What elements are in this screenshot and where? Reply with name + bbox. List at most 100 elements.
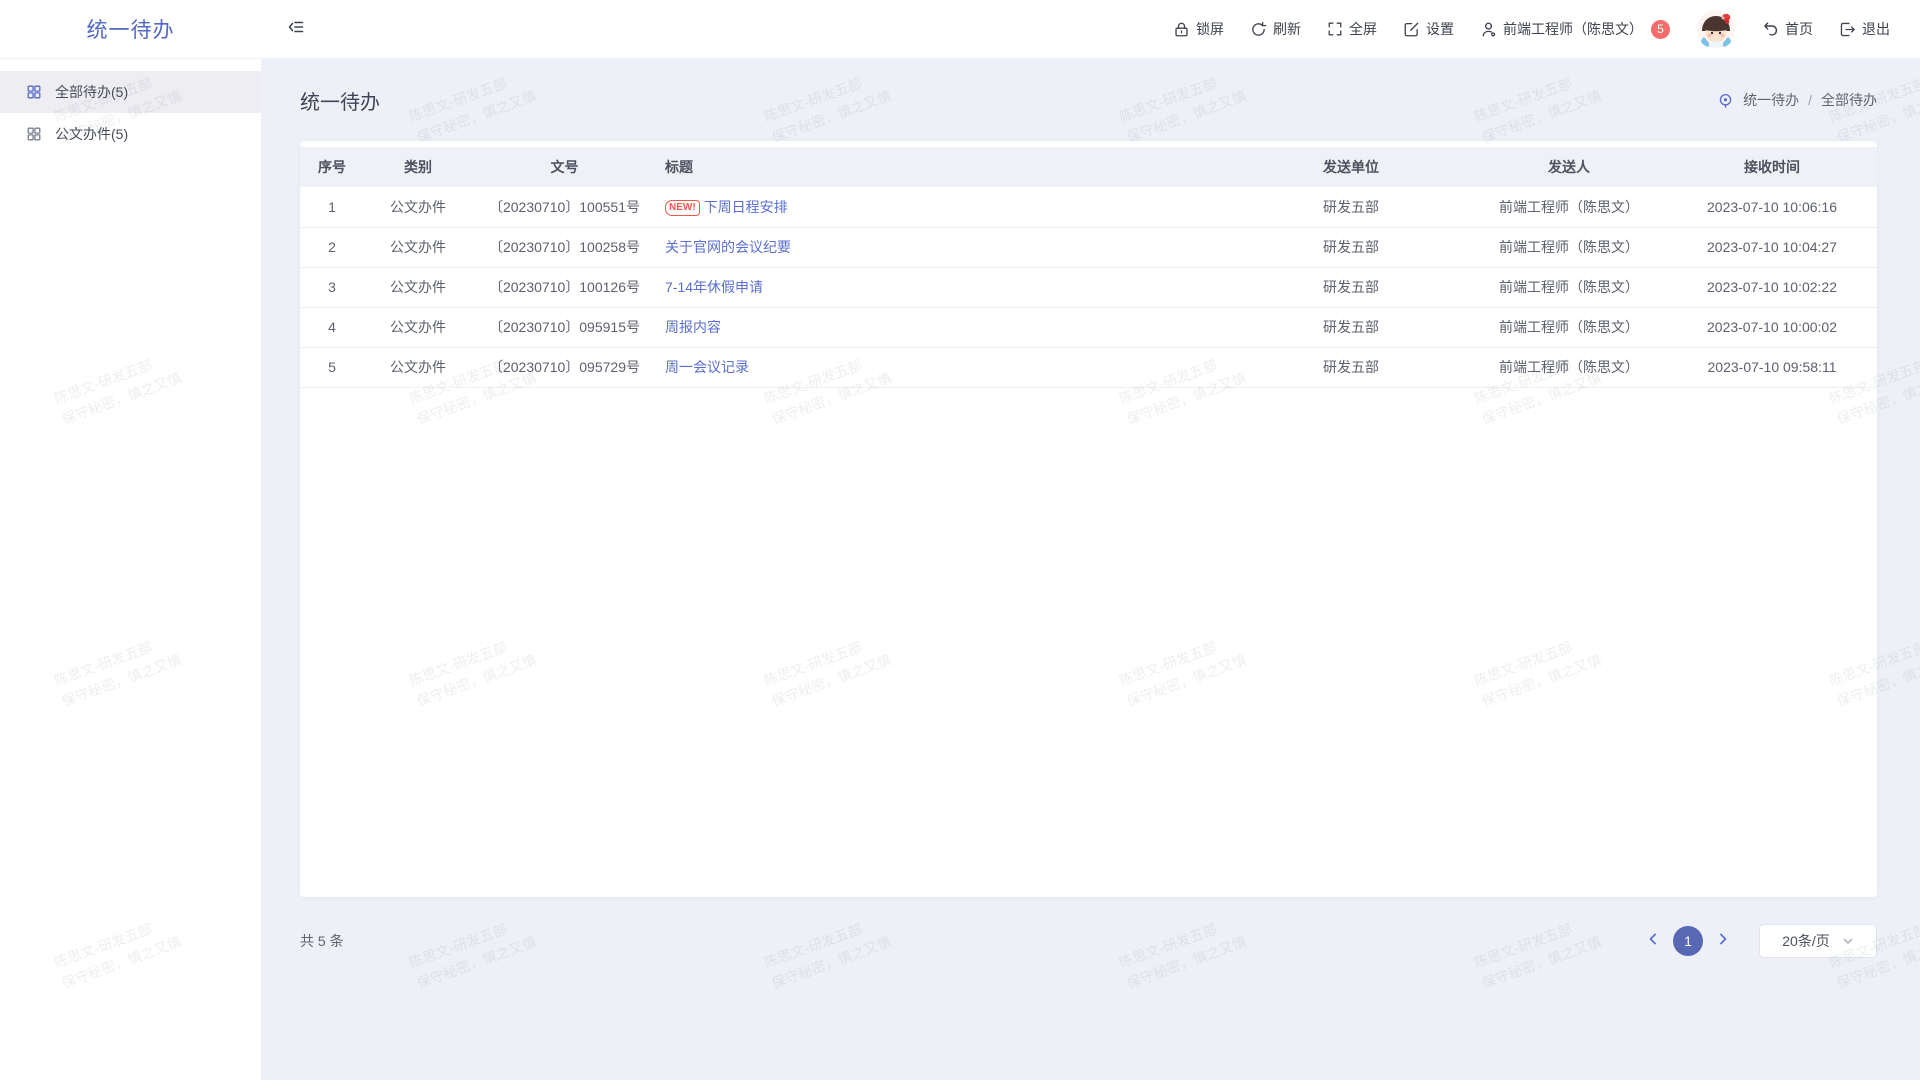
cell-category: 公文办件 bbox=[364, 347, 472, 388]
table-row: 4 公文办件 〔20230710〕095915号 周报内容 研发五部 前端工程师… bbox=[300, 307, 1877, 348]
breadcrumb-separator: / bbox=[1808, 92, 1812, 108]
todo-title-link[interactable]: 下周日程安排 bbox=[703, 198, 788, 215]
home-button[interactable]: 首页 bbox=[1762, 19, 1813, 39]
todo-title-link[interactable]: 周一会议记录 bbox=[665, 359, 749, 375]
lock-screen-button[interactable]: 锁屏 bbox=[1173, 19, 1224, 39]
cell-no: 3 bbox=[300, 267, 364, 308]
sidebar-item-all-todo[interactable]: 全部待办(5) bbox=[0, 71, 261, 113]
cell-time: 2023-07-10 10:00:02 bbox=[1667, 307, 1877, 348]
fullscreen-icon bbox=[1327, 21, 1343, 37]
cell-unit: 研发五部 bbox=[1231, 227, 1471, 268]
cell-unit: 研发五部 bbox=[1231, 187, 1471, 228]
cell-sender: 前端工程师（陈思文） bbox=[1471, 227, 1667, 268]
cell-title: 周报内容 bbox=[657, 307, 1231, 348]
app-logo: 统一待办 bbox=[86, 19, 175, 42]
todo-title-link[interactable]: 周报内容 bbox=[665, 319, 721, 335]
user-avatar[interactable] bbox=[1696, 9, 1736, 49]
table-row: 5 公文办件 〔20230710〕095729号 周一会议记录 研发五部 前端工… bbox=[300, 347, 1877, 388]
cell-title: NEW! 下周日程安排 bbox=[657, 187, 1231, 228]
page-size-value: 20条/页 bbox=[1782, 933, 1830, 949]
table-row: 2 公文办件 〔20230710〕100258号 关于官网的会议纪要 研发五部 … bbox=[300, 227, 1877, 268]
chevron-left-icon bbox=[1646, 932, 1660, 951]
table-header-row: 序号 类别 文号 标题 发送单位 发送人 接收时间 bbox=[300, 147, 1877, 187]
cell-doc-no: 〔20230710〕100258号 bbox=[472, 227, 657, 268]
pagination-bar: 共 5 条 1 20条/页 bbox=[300, 924, 1877, 958]
todo-title-link[interactable]: 关于官网的会议纪要 bbox=[665, 239, 791, 255]
prev-page-button[interactable] bbox=[1639, 927, 1667, 955]
col-header-category: 类别 bbox=[364, 147, 472, 187]
cell-no: 1 bbox=[300, 187, 364, 228]
page-title: 统一待办 bbox=[300, 91, 380, 114]
cell-category: 公文办件 bbox=[364, 267, 472, 308]
col-header-time: 接收时间 bbox=[1667, 147, 1877, 187]
col-header-unit: 发送单位 bbox=[1231, 147, 1471, 187]
col-header-no: 序号 bbox=[300, 147, 364, 187]
page-head: 统一待办 统一待办 / 全部待办 bbox=[300, 59, 1877, 141]
cell-sender: 前端工程师（陈思文） bbox=[1471, 187, 1667, 228]
settings-label: 设置 bbox=[1426, 21, 1454, 37]
back-home-icon bbox=[1762, 21, 1779, 38]
todo-count-badge[interactable]: 5 bbox=[1651, 19, 1670, 39]
cell-title: 周一会议记录 bbox=[657, 347, 1231, 388]
table-row: 3 公文办件 〔20230710〕100126号 7-14年休假申请 研发五部 … bbox=[300, 267, 1877, 308]
cell-doc-no: 〔20230710〕095915号 bbox=[472, 307, 657, 348]
sidebar: 全部待办(5) 公文办件(5) bbox=[0, 59, 261, 1080]
sidebar-item-label: 全部待办(5) bbox=[55, 84, 129, 100]
chevron-right-icon bbox=[1716, 932, 1730, 951]
pager-controls: 1 20条/页 bbox=[1639, 924, 1877, 958]
next-page-button[interactable] bbox=[1709, 927, 1737, 955]
logout-label: 退出 bbox=[1862, 21, 1890, 37]
cell-category: 公文办件 bbox=[364, 227, 472, 268]
menu-fold-icon bbox=[287, 18, 305, 41]
cell-no: 4 bbox=[300, 307, 364, 348]
fullscreen-label: 全屏 bbox=[1349, 21, 1377, 37]
sidebar-item-official-doc[interactable]: 公文办件(5) bbox=[0, 113, 261, 155]
lock-screen-label: 锁屏 bbox=[1196, 21, 1224, 37]
breadcrumb: 统一待办 / 全部待办 bbox=[1717, 90, 1877, 110]
settings-button[interactable]: 设置 bbox=[1403, 19, 1454, 39]
todo-title-link[interactable]: 7-14年休假申请 bbox=[665, 279, 764, 295]
sidebar-item-label: 公文办件(5) bbox=[55, 126, 129, 142]
cell-time: 2023-07-10 10:06:16 bbox=[1667, 187, 1877, 228]
current-page-button[interactable]: 1 bbox=[1673, 926, 1703, 956]
col-header-doc-no: 文号 bbox=[472, 147, 657, 187]
cell-no: 5 bbox=[300, 347, 364, 388]
cell-doc-no: 〔20230710〕100126号 bbox=[472, 267, 657, 308]
refresh-button[interactable]: 刷新 bbox=[1250, 19, 1301, 39]
page-size-select[interactable]: 20条/页 bbox=[1759, 924, 1877, 958]
logout-icon bbox=[1839, 21, 1856, 38]
user-menu[interactable]: 前端工程师（陈思文） 5 bbox=[1480, 19, 1670, 39]
cell-unit: 研发五部 bbox=[1231, 307, 1471, 348]
col-header-sender: 发送人 bbox=[1471, 147, 1667, 187]
grid-icon bbox=[26, 126, 42, 142]
cell-time: 2023-07-10 10:04:27 bbox=[1667, 227, 1877, 268]
breadcrumb-root[interactable]: 统一待办 bbox=[1743, 92, 1800, 108]
total-count-label: 共 5 条 bbox=[300, 933, 344, 949]
col-header-title: 标题 bbox=[657, 147, 1231, 187]
todo-table: 序号 类别 文号 标题 发送单位 发送人 接收时间 1 公文办件 bbox=[300, 147, 1877, 388]
cell-title: 7-14年休假申请 bbox=[657, 267, 1231, 308]
cell-doc-no: 〔20230710〕095729号 bbox=[472, 347, 657, 388]
chevron-down-icon bbox=[1842, 935, 1854, 947]
breadcrumb-current: 全部待办 bbox=[1821, 92, 1877, 108]
edit-settings-icon bbox=[1403, 21, 1420, 38]
user-name-label: 前端工程师（陈思文） bbox=[1503, 21, 1643, 37]
logout-button[interactable]: 退出 bbox=[1839, 19, 1890, 39]
home-label: 首页 bbox=[1785, 21, 1813, 37]
cell-category: 公文办件 bbox=[364, 307, 472, 348]
cell-doc-no: 〔20230710〕100551号 bbox=[472, 187, 657, 228]
sidebar-collapse-button[interactable] bbox=[287, 18, 305, 41]
new-badge: NEW! bbox=[665, 199, 700, 216]
refresh-label: 刷新 bbox=[1273, 21, 1301, 37]
cell-time: 2023-07-10 09:58:11 bbox=[1667, 347, 1877, 388]
location-pin-icon bbox=[1717, 92, 1734, 109]
grid-icon bbox=[26, 84, 42, 100]
cell-no: 2 bbox=[300, 227, 364, 268]
cell-sender: 前端工程师（陈思文） bbox=[1471, 307, 1667, 348]
top-bar: 统一待办 锁屏 bbox=[0, 0, 1920, 59]
cell-sender: 前端工程师（陈思文） bbox=[1471, 347, 1667, 388]
fullscreen-button[interactable]: 全屏 bbox=[1327, 19, 1377, 39]
user-icon bbox=[1480, 21, 1497, 38]
cell-time: 2023-07-10 10:02:22 bbox=[1667, 267, 1877, 308]
